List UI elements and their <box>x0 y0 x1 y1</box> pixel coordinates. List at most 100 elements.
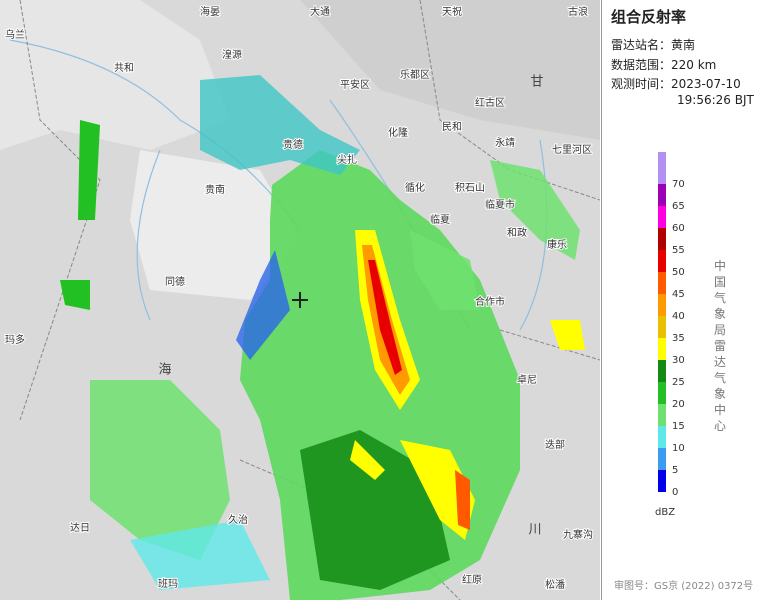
legend-swatch <box>658 272 666 294</box>
echo <box>410 230 480 310</box>
place-label: 贵德 <box>283 138 303 151</box>
vertical-credit: 中国气象局雷达气象中心 <box>714 259 727 433</box>
place-label: 化隆 <box>388 126 408 139</box>
range-row: 数据范围：220 km <box>611 56 716 73</box>
region-label: 甘 <box>530 75 543 90</box>
field-label: 雷达站名： <box>611 38 672 52</box>
place-label: 民和 <box>442 121 462 133</box>
echo <box>236 250 290 360</box>
region-label: 海 <box>158 363 171 378</box>
river <box>9 39 548 331</box>
field-value: 黄南 <box>671 38 696 52</box>
echo <box>90 380 230 560</box>
legend-swatch <box>658 206 666 228</box>
legend-unit: dBZ <box>655 507 676 518</box>
legend-swatch <box>658 228 666 250</box>
place-label: 红原 <box>462 573 482 586</box>
panel-title: 组合反射率 <box>611 8 687 26</box>
echo <box>550 320 585 350</box>
echo <box>400 440 475 540</box>
legend-value: 45 <box>672 289 685 300</box>
place-label: 共和 <box>114 62 134 74</box>
legend-value: 25 <box>672 377 685 388</box>
place-label: 和政 <box>507 226 527 239</box>
legend-swatch <box>658 316 666 338</box>
place-label: 大通 <box>310 5 330 18</box>
time-row: 19:56:26 BJT <box>677 93 754 107</box>
echo <box>200 75 360 175</box>
legend-swatch <box>658 184 666 206</box>
legend-swatch <box>658 338 666 360</box>
place-label: 天祝 <box>442 5 462 18</box>
place-label: 古浪 <box>568 5 588 18</box>
legend-value: 5 <box>672 465 678 476</box>
region-label: 川 <box>528 523 541 538</box>
legend-swatch <box>658 152 666 184</box>
place-label: 九寨沟 <box>563 528 593 541</box>
echo <box>455 470 470 530</box>
info-panel: 组合反射率 雷达站名：黄南 数据范围：220 km 观测时间：2023-07-1… <box>601 0 757 600</box>
field-value: 19:56:26 BJT <box>677 93 754 107</box>
legend-value: 35 <box>672 333 685 344</box>
place-label: 康乐 <box>547 238 567 251</box>
legend-value: 50 <box>672 267 685 278</box>
place-label: 七里河区 <box>552 144 592 156</box>
place-label: 海晏 <box>200 5 220 18</box>
legend-value: 0 <box>672 487 678 498</box>
legend-value: 60 <box>672 223 685 234</box>
legend-swatch <box>658 294 666 316</box>
field-value: 2023-07-10 <box>671 77 741 91</box>
place-label: 临夏 <box>430 213 450 226</box>
place-label: 班玛 <box>158 578 178 590</box>
echo <box>130 520 270 590</box>
place-label: 贵南 <box>205 183 225 196</box>
legend-value: 10 <box>672 443 685 454</box>
place-label: 卓尼 <box>517 374 537 386</box>
color-legend: 0 5 10 15 20 25 30 35 40 45 50 55 60 65 70 <box>658 152 685 498</box>
legend-value: 65 <box>672 201 685 212</box>
place-label: 永靖 <box>495 136 515 149</box>
place-label: 乐都区 <box>400 69 430 81</box>
border <box>19 0 600 600</box>
legend-value: 55 <box>672 245 685 256</box>
legend-value: 70 <box>672 179 685 190</box>
legend-swatch <box>658 360 666 382</box>
place-label: 合作市 <box>475 295 505 308</box>
place-label: 平安区 <box>340 78 370 91</box>
place-label: 松潘 <box>545 578 565 591</box>
station-row: 雷达站名：黄南 <box>611 36 695 53</box>
place-label: 临夏市 <box>485 198 515 211</box>
map-credit: 审图号：GS京 (2022) 0372号 <box>614 581 754 592</box>
echo <box>368 260 402 375</box>
place-label: 红古区 <box>475 96 505 109</box>
place-label: 达日 <box>70 522 90 534</box>
terrain <box>130 150 300 300</box>
field-value: 220 km <box>671 58 717 72</box>
place-label: 久治 <box>228 513 248 526</box>
legend-value: 40 <box>672 311 685 322</box>
place-label: 湟源 <box>222 48 242 61</box>
terrain <box>300 0 600 140</box>
legend-swatch <box>658 470 666 492</box>
place-label: 迭部 <box>545 438 565 451</box>
place-label: 尖扎 <box>337 153 357 166</box>
legend-swatch <box>658 448 666 470</box>
field-label: 数据范围： <box>611 58 672 72</box>
legend-swatch <box>658 426 666 448</box>
legend-swatch <box>658 250 666 272</box>
place-label: 积石山 <box>455 182 485 194</box>
legend-value: 15 <box>672 421 685 432</box>
time-row: 观测时间：2023-07-10 <box>611 75 741 92</box>
legend-value: 30 <box>672 355 685 366</box>
field-label: 观测时间： <box>611 77 672 91</box>
echo <box>350 440 385 480</box>
echo <box>60 280 90 310</box>
place-label: 同德 <box>165 275 185 288</box>
place-label: 循化 <box>405 181 425 194</box>
legend-value: 20 <box>672 399 685 410</box>
echo <box>490 160 580 260</box>
place-label: 乌兰 <box>5 28 25 41</box>
